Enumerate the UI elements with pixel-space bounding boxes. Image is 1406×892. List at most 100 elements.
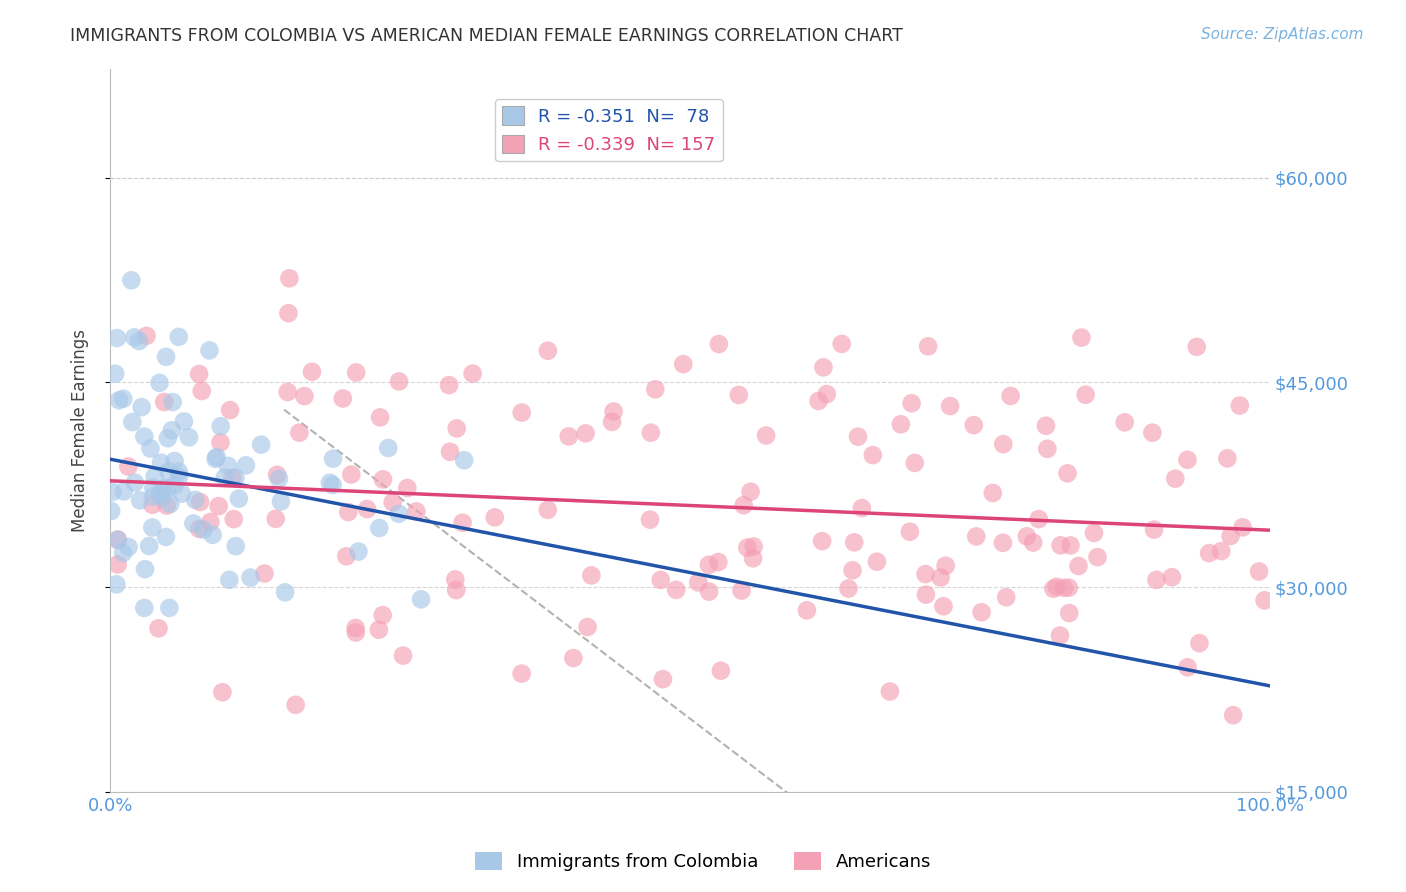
Point: [1042, 582, 1064, 596]
Point: [537, 343, 560, 358]
Point: [697, 584, 720, 599]
Point: [1216, 451, 1239, 466]
Point: [537, 503, 560, 517]
Point: [1222, 708, 1244, 723]
Point: [294, 389, 316, 403]
Point: [1057, 606, 1080, 620]
Point: [201, 528, 224, 542]
Point: [1067, 559, 1090, 574]
Point: [239, 570, 262, 584]
Point: [733, 498, 755, 512]
Point: [368, 521, 391, 535]
Point: [134, 601, 156, 615]
Point: [1056, 467, 1078, 481]
Point: [846, 430, 869, 444]
Point: [198, 343, 221, 358]
Point: [335, 549, 357, 564]
Point: [727, 388, 749, 402]
Text: IMMIGRANTS FROM COLOMBIA VS AMERICAN MEDIAN FEMALE EARNINGS CORRELATION CHART: IMMIGRANTS FROM COLOMBIA VS AMERICAN MED…: [70, 27, 903, 45]
Point: [388, 375, 411, 389]
Point: [142, 490, 165, 504]
Point: [101, 484, 124, 499]
Point: [453, 453, 475, 467]
Point: [851, 501, 873, 516]
Point: [917, 339, 939, 353]
Point: [1057, 581, 1080, 595]
Point: [461, 367, 484, 381]
Point: [837, 582, 859, 596]
Point: [142, 481, 165, 495]
Point: [707, 337, 730, 351]
Point: [277, 306, 299, 320]
Point: [167, 465, 190, 479]
Point: [576, 620, 599, 634]
Point: [1164, 472, 1187, 486]
Point: [602, 404, 624, 418]
Point: [388, 507, 411, 521]
Point: [665, 582, 688, 597]
Point: [193, 523, 215, 537]
Point: [1049, 538, 1071, 552]
Point: [811, 534, 834, 549]
Point: [149, 487, 172, 501]
Point: [904, 456, 927, 470]
Point: [134, 562, 156, 576]
Point: [1142, 425, 1164, 440]
Point: [484, 510, 506, 524]
Point: [188, 522, 211, 536]
Point: [208, 499, 231, 513]
Point: [219, 403, 242, 417]
Point: [278, 271, 301, 285]
Point: [322, 478, 344, 492]
Point: [1161, 570, 1184, 584]
Point: [107, 558, 129, 572]
Point: [148, 621, 170, 635]
Point: [319, 475, 342, 490]
Point: [831, 337, 853, 351]
Point: [405, 504, 427, 518]
Point: [267, 472, 290, 486]
Point: [344, 366, 367, 380]
Point: [288, 425, 311, 440]
Point: [1035, 418, 1057, 433]
Point: [124, 475, 146, 490]
Point: [1036, 442, 1059, 456]
Point: [396, 481, 419, 495]
Legend: Immigrants from Colombia, Americans: Immigrants from Colombia, Americans: [468, 845, 938, 879]
Point: [367, 623, 389, 637]
Point: [688, 575, 710, 590]
Point: [650, 573, 672, 587]
Point: [710, 664, 733, 678]
Point: [253, 566, 276, 581]
Point: [344, 621, 367, 635]
Point: [446, 421, 468, 435]
Point: [184, 492, 207, 507]
Point: [600, 415, 623, 429]
Point: [274, 585, 297, 599]
Point: [813, 360, 835, 375]
Point: [929, 570, 952, 584]
Point: [371, 608, 394, 623]
Point: [209, 435, 232, 450]
Text: Source: ZipAtlas.com: Source: ZipAtlas.com: [1201, 27, 1364, 42]
Point: [581, 568, 603, 582]
Point: [1028, 512, 1050, 526]
Point: [644, 382, 666, 396]
Point: [332, 392, 354, 406]
Point: [322, 451, 344, 466]
Point: [995, 591, 1018, 605]
Point: [117, 540, 139, 554]
Point: [148, 376, 170, 390]
Point: [167, 469, 190, 483]
Point: [392, 648, 415, 663]
Point: [1253, 593, 1275, 607]
Point: [368, 410, 391, 425]
Point: [1211, 544, 1233, 558]
Point: [755, 428, 778, 442]
Point: [120, 273, 142, 287]
Point: [301, 365, 323, 379]
Point: [1232, 520, 1254, 534]
Point: [159, 497, 181, 511]
Point: [337, 505, 360, 519]
Point: [221, 471, 243, 485]
